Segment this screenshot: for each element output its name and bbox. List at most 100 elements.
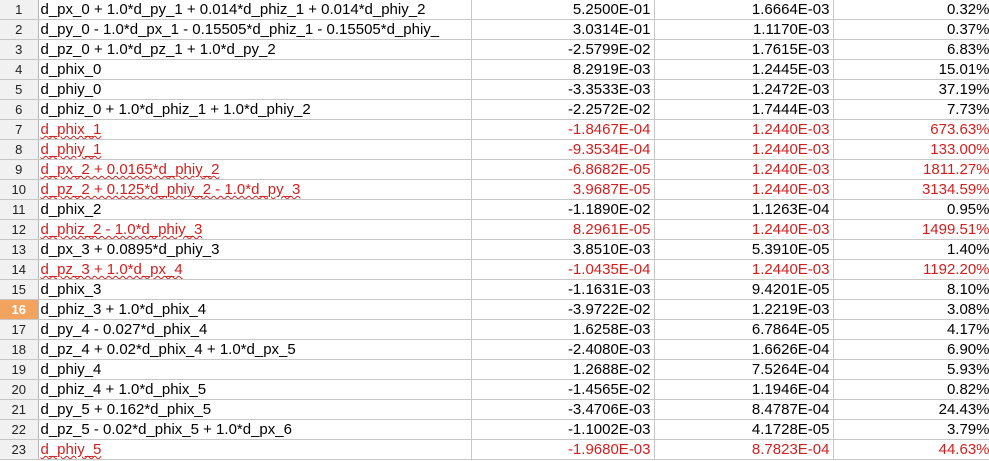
cell-uncertainty[interactable]: 1.1170E-03 [654, 19, 834, 40]
cell-value[interactable]: -2.4080E-03 [471, 339, 655, 360]
cell-relative-error[interactable]: 1499.51% [833, 219, 989, 240]
cell-value[interactable]: 3.8510E-03 [471, 239, 655, 260]
cell-value[interactable]: -3.9722E-02 [471, 299, 655, 320]
cell-relative-error[interactable]: 15.01% [833, 59, 989, 80]
cell-value[interactable]: -1.9680E-03 [471, 439, 655, 460]
cell-parameter[interactable]: d_phix_1 [38, 119, 472, 140]
cell-value[interactable]: 3.0314E-01 [471, 19, 655, 40]
cell-uncertainty[interactable]: 1.2440E-03 [654, 159, 834, 180]
row-header[interactable]: 18 [0, 339, 39, 360]
cell-relative-error[interactable]: 37.19% [833, 79, 989, 100]
cell-uncertainty[interactable]: 1.2440E-03 [654, 259, 834, 280]
row-header[interactable]: 14 [0, 259, 39, 280]
cell-parameter[interactable]: d_phiy_4 [38, 359, 472, 380]
cell-uncertainty[interactable]: 1.6626E-04 [654, 339, 834, 360]
cell-value[interactable]: 8.2919E-03 [471, 59, 655, 80]
cell-uncertainty[interactable]: 1.6664E-03 [654, 0, 834, 20]
row-header[interactable]: 17 [0, 319, 39, 340]
cell-parameter[interactable]: d_py_5 + 0.162*d_phix_5 [38, 399, 472, 420]
cell-relative-error[interactable]: 8.10% [833, 279, 989, 300]
cell-parameter[interactable]: d_pz_3 + 1.0*d_px_4 [38, 259, 472, 280]
cell-relative-error[interactable]: 7.73% [833, 99, 989, 120]
cell-value[interactable]: -2.2572E-02 [471, 99, 655, 120]
cell-uncertainty[interactable]: 1.2440E-03 [654, 179, 834, 200]
cell-uncertainty[interactable]: 1.2440E-03 [654, 119, 834, 140]
cell-value[interactable]: -1.1890E-02 [471, 199, 655, 220]
cell-parameter[interactable]: d_phiz_2 - 1.0*d_phiy_3 [38, 219, 472, 240]
cell-relative-error[interactable]: 673.63% [833, 119, 989, 140]
cell-uncertainty[interactable]: 4.1728E-05 [654, 419, 834, 440]
row-header[interactable]: 5 [0, 79, 39, 100]
cell-value[interactable]: 5.2500E-01 [471, 0, 655, 20]
cell-parameter[interactable]: d_phiy_1 [38, 139, 472, 160]
cell-relative-error[interactable]: 0.37% [833, 19, 989, 40]
cell-value[interactable]: -1.1631E-03 [471, 279, 655, 300]
row-header[interactable]: 9 [0, 159, 39, 180]
cell-value[interactable]: 1.6258E-03 [471, 319, 655, 340]
cell-value[interactable]: -9.3534E-04 [471, 139, 655, 160]
cell-value[interactable]: -6.8682E-05 [471, 159, 655, 180]
row-header[interactable]: 22 [0, 419, 39, 440]
cell-uncertainty[interactable]: 5.3910E-05 [654, 239, 834, 260]
cell-uncertainty[interactable]: 1.7444E-03 [654, 99, 834, 120]
cell-uncertainty[interactable]: 1.1946E-04 [654, 379, 834, 400]
row-header[interactable]: 20 [0, 379, 39, 400]
cell-uncertainty[interactable]: 1.7615E-03 [654, 39, 834, 60]
cell-parameter[interactable]: d_phiy_5 [38, 439, 472, 460]
cell-parameter[interactable]: d_phix_0 [38, 59, 472, 80]
cell-relative-error[interactable]: 0.95% [833, 199, 989, 220]
cell-uncertainty[interactable]: 1.2219E-03 [654, 299, 834, 320]
row-header[interactable]: 6 [0, 99, 39, 120]
cell-uncertainty[interactable]: 9.4201E-05 [654, 279, 834, 300]
row-header[interactable]: 16 [0, 299, 39, 320]
cell-parameter[interactable]: d_phix_3 [38, 279, 472, 300]
row-header[interactable]: 2 [0, 19, 39, 40]
cell-uncertainty[interactable]: 1.1263E-04 [654, 199, 834, 220]
row-header[interactable]: 13 [0, 239, 39, 260]
cell-relative-error[interactable]: 0.32% [833, 0, 989, 20]
cell-relative-error[interactable]: 1192.20% [833, 259, 989, 280]
cell-value[interactable]: 1.2688E-02 [471, 359, 655, 380]
cell-value[interactable]: -1.0435E-04 [471, 259, 655, 280]
cell-value[interactable]: 8.2961E-05 [471, 219, 655, 240]
cell-uncertainty[interactable]: 1.2472E-03 [654, 79, 834, 100]
cell-value[interactable]: 3.9687E-05 [471, 179, 655, 200]
cell-relative-error[interactable]: 1811.27% [833, 159, 989, 180]
cell-parameter[interactable]: d_px_2 + 0.0165*d_phiy_2 [38, 159, 472, 180]
row-header[interactable]: 7 [0, 119, 39, 140]
row-header[interactable]: 21 [0, 399, 39, 420]
cell-parameter[interactable]: d_px_3 + 0.0895*d_phiy_3 [38, 239, 472, 260]
cell-relative-error[interactable]: 133.00% [833, 139, 989, 160]
cell-relative-error[interactable]: 6.90% [833, 339, 989, 360]
cell-value[interactable]: -1.1002E-03 [471, 419, 655, 440]
cell-relative-error[interactable]: 24.43% [833, 399, 989, 420]
cell-uncertainty[interactable]: 8.4787E-04 [654, 399, 834, 420]
cell-parameter[interactable]: d_phiz_0 + 1.0*d_phiz_1 + 1.0*d_phiy_2 [38, 99, 472, 120]
cell-relative-error[interactable]: 3134.59% [833, 179, 989, 200]
cell-parameter[interactable]: d_pz_2 + 0.125*d_phiy_2 - 1.0*d_py_3 [38, 179, 472, 200]
row-header[interactable]: 19 [0, 359, 39, 380]
cell-parameter[interactable]: d_py_4 - 0.027*d_phix_4 [38, 319, 472, 340]
cell-value[interactable]: -3.4706E-03 [471, 399, 655, 420]
row-header[interactable]: 3 [0, 39, 39, 60]
row-header[interactable]: 1 [0, 0, 39, 20]
row-header[interactable]: 11 [0, 199, 39, 220]
cell-uncertainty[interactable]: 1.2445E-03 [654, 59, 834, 80]
cell-parameter[interactable]: d_phiy_0 [38, 79, 472, 100]
cell-relative-error[interactable]: 6.83% [833, 39, 989, 60]
cell-uncertainty[interactable]: 1.2440E-03 [654, 219, 834, 240]
cell-relative-error[interactable]: 1.40% [833, 239, 989, 260]
cell-parameter[interactable]: d_pz_0 + 1.0*d_pz_1 + 1.0*d_py_2 [38, 39, 472, 60]
cell-relative-error[interactable]: 0.82% [833, 379, 989, 400]
cell-value[interactable]: -1.8467E-04 [471, 119, 655, 140]
cell-uncertainty[interactable]: 6.7864E-05 [654, 319, 834, 340]
cell-relative-error[interactable]: 44.63% [833, 439, 989, 460]
cell-uncertainty[interactable]: 8.7823E-04 [654, 439, 834, 460]
cell-relative-error[interactable]: 3.79% [833, 419, 989, 440]
cell-relative-error[interactable]: 4.17% [833, 319, 989, 340]
cell-uncertainty[interactable]: 7.5264E-04 [654, 359, 834, 380]
cell-parameter[interactable]: d_phiz_4 + 1.0*d_phix_5 [38, 379, 472, 400]
row-header[interactable]: 23 [0, 439, 39, 460]
row-header[interactable]: 10 [0, 179, 39, 200]
